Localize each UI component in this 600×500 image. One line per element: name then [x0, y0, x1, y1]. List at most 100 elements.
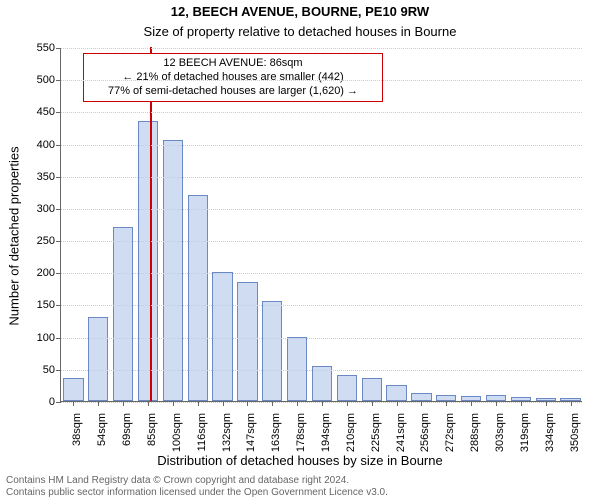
y-tick-label: 250: [37, 235, 55, 247]
x-tick-label: 256sqm: [419, 413, 431, 452]
x-tick-mark: [272, 401, 273, 406]
chart-subtitle: Size of property relative to detached ho…: [0, 24, 600, 39]
bar: [312, 366, 332, 401]
gridline: [61, 241, 582, 242]
y-tick-mark: [56, 112, 61, 113]
x-tick-label: 225sqm: [370, 413, 382, 452]
gridline: [61, 177, 582, 178]
gridline: [61, 112, 582, 113]
y-tick-label: 50: [43, 364, 55, 376]
bar: [411, 393, 431, 401]
x-tick-mark: [496, 401, 497, 406]
x-tick-mark: [347, 401, 348, 406]
bar: [287, 337, 307, 401]
y-tick-label: 550: [37, 42, 55, 54]
y-tick-mark: [56, 273, 61, 274]
x-tick-label: 303sqm: [494, 413, 506, 452]
annotation-line: ← 21% of detached houses are smaller (44…: [92, 71, 374, 85]
x-tick-label: 334sqm: [544, 413, 556, 452]
x-tick-mark: [198, 401, 199, 406]
x-tick-label: 350sqm: [569, 413, 581, 452]
annotation-line: 12 BEECH AVENUE: 86sqm: [92, 57, 374, 71]
y-tick-mark: [56, 209, 61, 210]
x-tick-label: 241sqm: [395, 413, 407, 452]
x-tick-label: 194sqm: [320, 413, 332, 452]
x-tick-mark: [148, 401, 149, 406]
x-tick-label: 319sqm: [519, 413, 531, 452]
x-tick-label: 132sqm: [221, 413, 233, 452]
bar: [113, 227, 133, 401]
y-tick-label: 450: [37, 106, 55, 118]
y-tick-mark: [56, 305, 61, 306]
x-tick-mark: [297, 401, 298, 406]
x-tick-label: 178sqm: [295, 413, 307, 452]
y-tick-mark: [56, 241, 61, 242]
y-tick-mark: [56, 177, 61, 178]
x-tick-mark: [247, 401, 248, 406]
annotation-box: 12 BEECH AVENUE: 86sqm← 21% of detached …: [83, 53, 383, 102]
x-tick-mark: [73, 401, 74, 406]
x-tick-mark: [173, 401, 174, 406]
bar: [262, 301, 282, 401]
gridline: [61, 48, 582, 49]
x-tick-mark: [397, 401, 398, 406]
bar: [237, 282, 257, 401]
gridline: [61, 273, 582, 274]
y-tick-mark: [56, 80, 61, 81]
y-tick-mark: [56, 338, 61, 339]
y-tick-label: 200: [37, 267, 55, 279]
x-tick-mark: [471, 401, 472, 406]
x-tick-label: 147sqm: [245, 413, 257, 452]
footer-attribution: Contains HM Land Registry data © Crown c…: [6, 475, 388, 498]
x-tick-label: 85sqm: [146, 413, 158, 446]
x-tick-mark: [446, 401, 447, 406]
x-tick-mark: [421, 401, 422, 406]
bar: [362, 378, 382, 401]
annotation-line: 77% of semi-detached houses are larger (…: [92, 85, 374, 99]
gridline: [61, 209, 582, 210]
x-tick-label: 100sqm: [171, 413, 183, 452]
y-axis-label: Number of detached properties: [7, 146, 22, 325]
footer-line-2: Contains public sector information licen…: [6, 487, 388, 499]
y-tick-label: 300: [37, 203, 55, 215]
gridline: [61, 305, 582, 306]
y-tick-label: 400: [37, 139, 55, 151]
chart-plot-area: 12 BEECH AVENUE: 86sqm← 21% of detached …: [60, 48, 582, 402]
x-tick-label: 116sqm: [196, 413, 208, 451]
x-tick-mark: [123, 401, 124, 406]
y-tick-label: 100: [37, 332, 55, 344]
y-tick-mark: [56, 48, 61, 49]
x-tick-label: 288sqm: [469, 413, 481, 452]
y-tick-mark: [56, 402, 61, 403]
gridline: [61, 370, 582, 371]
bar: [138, 121, 158, 401]
y-tick-mark: [56, 370, 61, 371]
y-tick-label: 500: [37, 74, 55, 86]
page-root: 12, BEECH AVENUE, BOURNE, PE10 9RW Size …: [0, 0, 600, 500]
x-tick-label: 54sqm: [96, 413, 108, 446]
x-tick-label: 38sqm: [71, 413, 83, 446]
x-axis-label: Distribution of detached houses by size …: [0, 453, 600, 468]
x-tick-mark: [546, 401, 547, 406]
gridline: [61, 338, 582, 339]
x-tick-mark: [98, 401, 99, 406]
bar: [88, 317, 108, 401]
x-tick-label: 163sqm: [270, 413, 282, 452]
bar: [63, 378, 83, 401]
gridline: [61, 145, 582, 146]
x-tick-mark: [521, 401, 522, 406]
x-tick-mark: [223, 401, 224, 406]
gridline: [61, 80, 582, 81]
x-tick-mark: [571, 401, 572, 406]
y-tick-mark: [56, 145, 61, 146]
y-tick-label: 150: [37, 299, 55, 311]
x-tick-label: 210sqm: [345, 413, 357, 452]
x-tick-mark: [372, 401, 373, 406]
x-tick-label: 69sqm: [121, 413, 133, 446]
bar: [337, 375, 357, 401]
bar: [386, 385, 406, 401]
bar: [163, 140, 183, 401]
y-tick-label: 0: [49, 396, 55, 408]
x-tick-mark: [322, 401, 323, 406]
footer-line-1: Contains HM Land Registry data © Crown c…: [6, 475, 388, 487]
